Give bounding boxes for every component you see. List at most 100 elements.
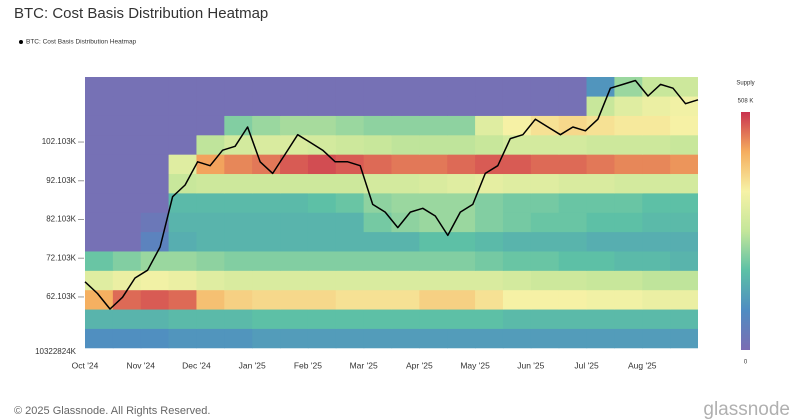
heatmap-cell: [112, 192, 142, 213]
heatmap-cell: [502, 308, 532, 329]
heatmap-cell: [196, 308, 225, 329]
heatmap-cell: [252, 154, 281, 175]
heatmap-cell: [140, 134, 170, 155]
heatmap-cell: [224, 95, 253, 116]
heatmap-cell: [502, 115, 532, 136]
heatmap-cell: [447, 95, 476, 116]
heatmap-cell: [252, 95, 281, 116]
heatmap-cell: [140, 308, 170, 329]
heatmap-cell: [280, 77, 309, 97]
heatmap-cell: [363, 77, 393, 97]
heatmap-cell: [252, 250, 281, 271]
heatmap-cell: [85, 192, 114, 213]
heatmap-cell: [224, 192, 253, 213]
heatmap-cell: [252, 231, 281, 252]
heatmap-cell: [252, 115, 281, 136]
heatmap-cell: [280, 308, 309, 329]
heatmap-cell: [586, 289, 616, 310]
heatmap-cell: [502, 95, 532, 116]
heatmap-cell: [670, 173, 698, 194]
heatmap-cell: [280, 95, 309, 116]
heatmap-cell: [307, 231, 337, 252]
heatmap-cell: [586, 270, 616, 291]
heatmap-cell: [85, 173, 114, 194]
heatmap-cell: [391, 77, 420, 97]
heatmap-cell: [307, 270, 337, 291]
heatmap-cell: [85, 212, 114, 233]
heatmap-cell: [307, 173, 337, 194]
heatmap-cell: [391, 95, 420, 116]
heatmap-cell: [196, 270, 225, 291]
heatmap-cell: [196, 250, 225, 271]
heatmap-cell: [335, 231, 365, 252]
heatmap-cell: [502, 328, 532, 349]
heatmap-cell: [307, 134, 337, 155]
heatmap-cell: [502, 250, 532, 271]
heatmap-cell: [670, 77, 698, 97]
heatmap-cell: [391, 192, 420, 213]
heatmap-cell: [224, 270, 253, 291]
heatmap-cell: [475, 173, 504, 194]
heatmap-cell: [558, 192, 588, 213]
heatmap-cell: [419, 308, 448, 329]
heatmap-cell: [391, 115, 420, 136]
x-tick-label: Aug '25: [628, 360, 657, 370]
heatmap-cell: [307, 95, 337, 116]
heatmap-cell: [140, 95, 170, 116]
heatmap-cell: [112, 115, 142, 136]
heatmap-cell: [419, 192, 448, 213]
heatmap-cell: [447, 231, 476, 252]
x-tick-label: Nov '24: [126, 360, 155, 370]
heatmap-cell: [475, 328, 504, 349]
heatmap-cell: [307, 289, 337, 310]
heatmap-cell: [530, 154, 560, 175]
heatmap-cell: [224, 308, 253, 329]
heatmap-cell: [280, 192, 309, 213]
heatmap-cell: [168, 173, 198, 194]
heatmap-cell: [447, 270, 476, 291]
heatmap-cell: [642, 115, 671, 136]
heatmap-cell: [586, 134, 616, 155]
heatmap-cell: [558, 328, 588, 349]
heatmap-cell: [363, 134, 393, 155]
heatmap-cell: [224, 250, 253, 271]
heatmap-cell: [558, 270, 588, 291]
heatmap-cell: [586, 173, 616, 194]
heatmap-cell: [502, 270, 532, 291]
heatmap-cell: [391, 212, 420, 233]
heatmap-cell: [335, 270, 365, 291]
heatmap-cell: [335, 308, 365, 329]
heatmap-cell: [614, 250, 643, 271]
heatmap-cell: [391, 328, 420, 349]
heatmap-cell: [558, 289, 588, 310]
heatmap-cell: [475, 115, 504, 136]
heatmap-cell: [307, 115, 337, 136]
heatmap-cell: [196, 134, 225, 155]
heatmap-cell: [140, 173, 170, 194]
heatmap-cell: [307, 250, 337, 271]
heatmap-cell: [447, 115, 476, 136]
heatmap-cell: [642, 134, 671, 155]
heatmap-cell: [614, 173, 643, 194]
heatmap-cell: [224, 289, 253, 310]
y-tick-label: 72.103K: [46, 253, 76, 262]
heatmap-cell: [224, 328, 253, 349]
heatmap-cell: [447, 173, 476, 194]
heatmap-cell: [475, 95, 504, 116]
heatmap-cell: [168, 250, 198, 271]
heatmap-cell: [252, 192, 281, 213]
heatmap-cell: [252, 77, 281, 97]
x-tick-label: Oct '24: [72, 360, 99, 370]
heatmap-cell: [447, 154, 476, 175]
heatmap-cell: [391, 308, 420, 329]
heatmap-cell: [614, 212, 643, 233]
heatmap-cell: [112, 173, 142, 194]
heatmap-cell: [112, 77, 142, 97]
heatmap-cell: [447, 134, 476, 155]
legend-marker: [19, 40, 23, 44]
heatmap-cell: [670, 328, 698, 349]
heatmap-cell: [642, 289, 671, 310]
heatmap-cell: [419, 289, 448, 310]
heatmap-cell: [112, 95, 142, 116]
